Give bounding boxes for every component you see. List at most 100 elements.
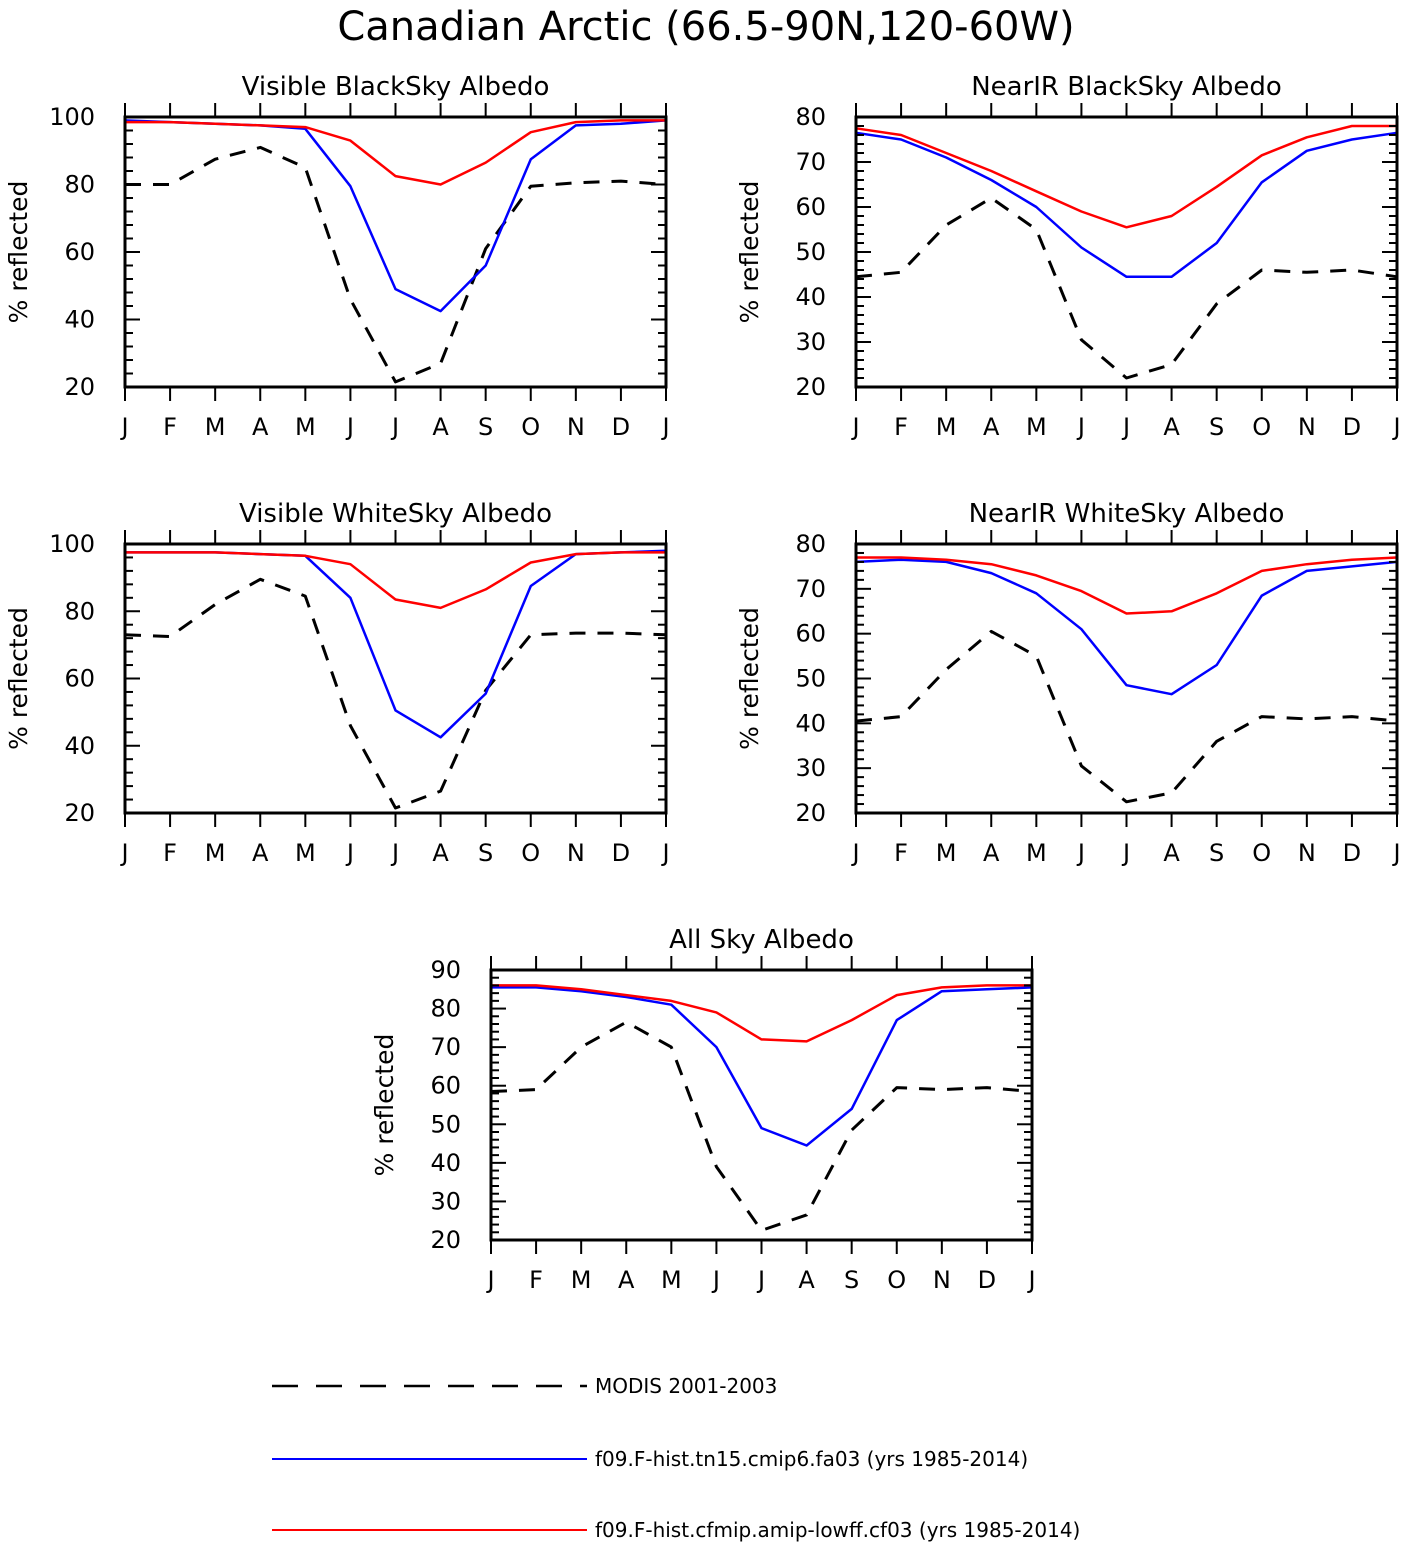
y-tick-label: 40 bbox=[795, 709, 826, 737]
x-tick-label: M bbox=[936, 413, 957, 441]
y-tick-label: 60 bbox=[795, 193, 826, 221]
plot-frame bbox=[123, 542, 668, 815]
y-axis-label: % reflected bbox=[735, 607, 764, 750]
x-tick-label: S bbox=[1209, 839, 1224, 867]
x-tick-label: A bbox=[432, 839, 449, 867]
x-tick-label: N bbox=[1298, 413, 1316, 441]
x-tick-label: A bbox=[432, 413, 449, 441]
legend: MODIS 2001-2003 f09.F-hist.tn15.cmip6.fa0… bbox=[272, 1374, 1080, 1542]
x-tick-label: F bbox=[894, 839, 908, 867]
x-tick-label: O bbox=[521, 839, 540, 867]
series-line-amip-lowff-cf03 bbox=[855, 124, 1397, 229]
x-tick-label: J bbox=[1391, 413, 1400, 441]
y-tick-label: 60 bbox=[64, 238, 95, 266]
y-tick-label: 60 bbox=[795, 620, 826, 648]
panel-5: All Sky Albedo % reflected 20 30 40 50 60 70 80 9… bbox=[370, 925, 1036, 1294]
plot-frame bbox=[854, 115, 1399, 389]
plot-frame bbox=[489, 968, 1034, 1242]
x-tick-label: J bbox=[345, 839, 354, 867]
x-tick-label: J bbox=[119, 413, 128, 441]
x-tick-label: J bbox=[660, 839, 669, 867]
y-tick-label: 50 bbox=[795, 238, 826, 266]
series-line-amip-lowff-cf03 bbox=[491, 984, 1032, 1043]
x-tick-label: M bbox=[295, 839, 316, 867]
panel-1: Visible BlackSky Albedo % reflected 20 40 60… bbox=[4, 72, 670, 441]
x-tick-label: S bbox=[478, 413, 493, 441]
y-tick-label: 30 bbox=[430, 1187, 461, 1215]
x-tick-label: D bbox=[612, 413, 630, 441]
x-tick-label: M bbox=[205, 413, 226, 441]
x-tick-label: J bbox=[850, 413, 859, 441]
y-tick-label: 20 bbox=[430, 1226, 461, 1254]
plot-frame bbox=[123, 115, 668, 389]
y-tick-label: 20 bbox=[64, 799, 95, 827]
x-tick-label: O bbox=[1252, 839, 1271, 867]
x-tick-label: O bbox=[521, 413, 540, 441]
y-tick-label: 70 bbox=[795, 575, 826, 603]
y-tick-label: 100 bbox=[49, 103, 95, 131]
x-tick-label: A bbox=[1163, 413, 1180, 441]
panel-3: Visible WhiteSky Albedo % reflected 20 40 60… bbox=[4, 499, 670, 867]
x-tick-label: O bbox=[887, 1266, 906, 1294]
y-tick-label: 50 bbox=[430, 1110, 461, 1138]
y-tick-label: 100 bbox=[49, 530, 95, 558]
y-tick-label: 60 bbox=[430, 1072, 461, 1100]
x-tick-label: M bbox=[571, 1266, 592, 1294]
y-tick-label: 50 bbox=[795, 665, 826, 693]
x-tick-label: J bbox=[660, 413, 669, 441]
panel-title: Visible BlackSky Albedo bbox=[242, 72, 550, 102]
x-tick-label: A bbox=[618, 1266, 635, 1294]
series-line-modis bbox=[855, 196, 1398, 380]
y-tick-label: 40 bbox=[795, 283, 826, 311]
x-tick-label: F bbox=[894, 413, 908, 441]
panels-group: Visible BlackSky Albedo % reflected 20 40 60… bbox=[4, 72, 1401, 1294]
series-line-amip-lowff-cf03 bbox=[856, 556, 1398, 615]
x-tick-label: J bbox=[1391, 839, 1400, 867]
x-tick-label: J bbox=[485, 1266, 494, 1294]
x-tick-label: J bbox=[345, 413, 354, 441]
x-tick-label: J bbox=[850, 839, 859, 867]
x-tick-label: M bbox=[936, 839, 957, 867]
y-tick-label: 70 bbox=[430, 1033, 461, 1061]
x-tick-label: J bbox=[1121, 413, 1130, 441]
series-line-amip-lowff-cf03 bbox=[125, 119, 666, 186]
x-tick-label: J bbox=[1121, 839, 1130, 867]
y-axis-label: % reflected bbox=[370, 1034, 399, 1177]
y-axis-label: % reflected bbox=[735, 181, 764, 324]
figure-title: Canadian Arctic (66.5-90N,120-60W) bbox=[337, 4, 1074, 50]
x-tick-label: A bbox=[798, 1266, 815, 1294]
y-tick-label: 80 bbox=[795, 530, 826, 558]
series-line-modis bbox=[125, 145, 667, 384]
x-tick-label: J bbox=[119, 839, 128, 867]
series-line-cmip6-fa03 bbox=[125, 549, 667, 739]
x-tick-label: M bbox=[295, 413, 316, 441]
x-tick-label: F bbox=[529, 1266, 543, 1294]
x-tick-label: N bbox=[1298, 839, 1316, 867]
panel-title: All Sky Albedo bbox=[669, 925, 854, 955]
x-tick-label: J bbox=[1076, 839, 1085, 867]
series-line-cmip6-fa03 bbox=[855, 131, 1398, 279]
x-tick-label: N bbox=[933, 1266, 951, 1294]
y-tick-label: 70 bbox=[795, 148, 826, 176]
x-tick-label: A bbox=[983, 839, 1000, 867]
x-tick-label: M bbox=[1026, 413, 1047, 441]
x-tick-label: A bbox=[252, 413, 269, 441]
y-tick-label: 60 bbox=[64, 665, 95, 693]
y-tick-label: 80 bbox=[64, 171, 95, 199]
x-tick-label: N bbox=[567, 839, 585, 867]
panel-4: NearIR WhiteSky Albedo % reflected 20 30 40 5… bbox=[735, 499, 1401, 867]
x-tick-label: M bbox=[205, 839, 226, 867]
y-tick-label: 20 bbox=[795, 373, 826, 401]
x-tick-label: A bbox=[983, 413, 1000, 441]
legend-label-modis: MODIS 2001-2003 bbox=[595, 1374, 777, 1398]
x-tick-label: F bbox=[163, 839, 177, 867]
panel-2: NearIR BlackSky Albedo % reflected 20 30 40 5… bbox=[735, 72, 1401, 441]
x-tick-label: M bbox=[661, 1266, 682, 1294]
y-tick-label: 40 bbox=[64, 306, 95, 334]
panel-title: NearIR WhiteSky Albedo bbox=[969, 499, 1285, 529]
x-tick-label: S bbox=[844, 1266, 859, 1294]
y-tick-label: 80 bbox=[430, 995, 461, 1023]
x-tick-label: D bbox=[978, 1266, 996, 1294]
x-tick-label: F bbox=[163, 413, 177, 441]
